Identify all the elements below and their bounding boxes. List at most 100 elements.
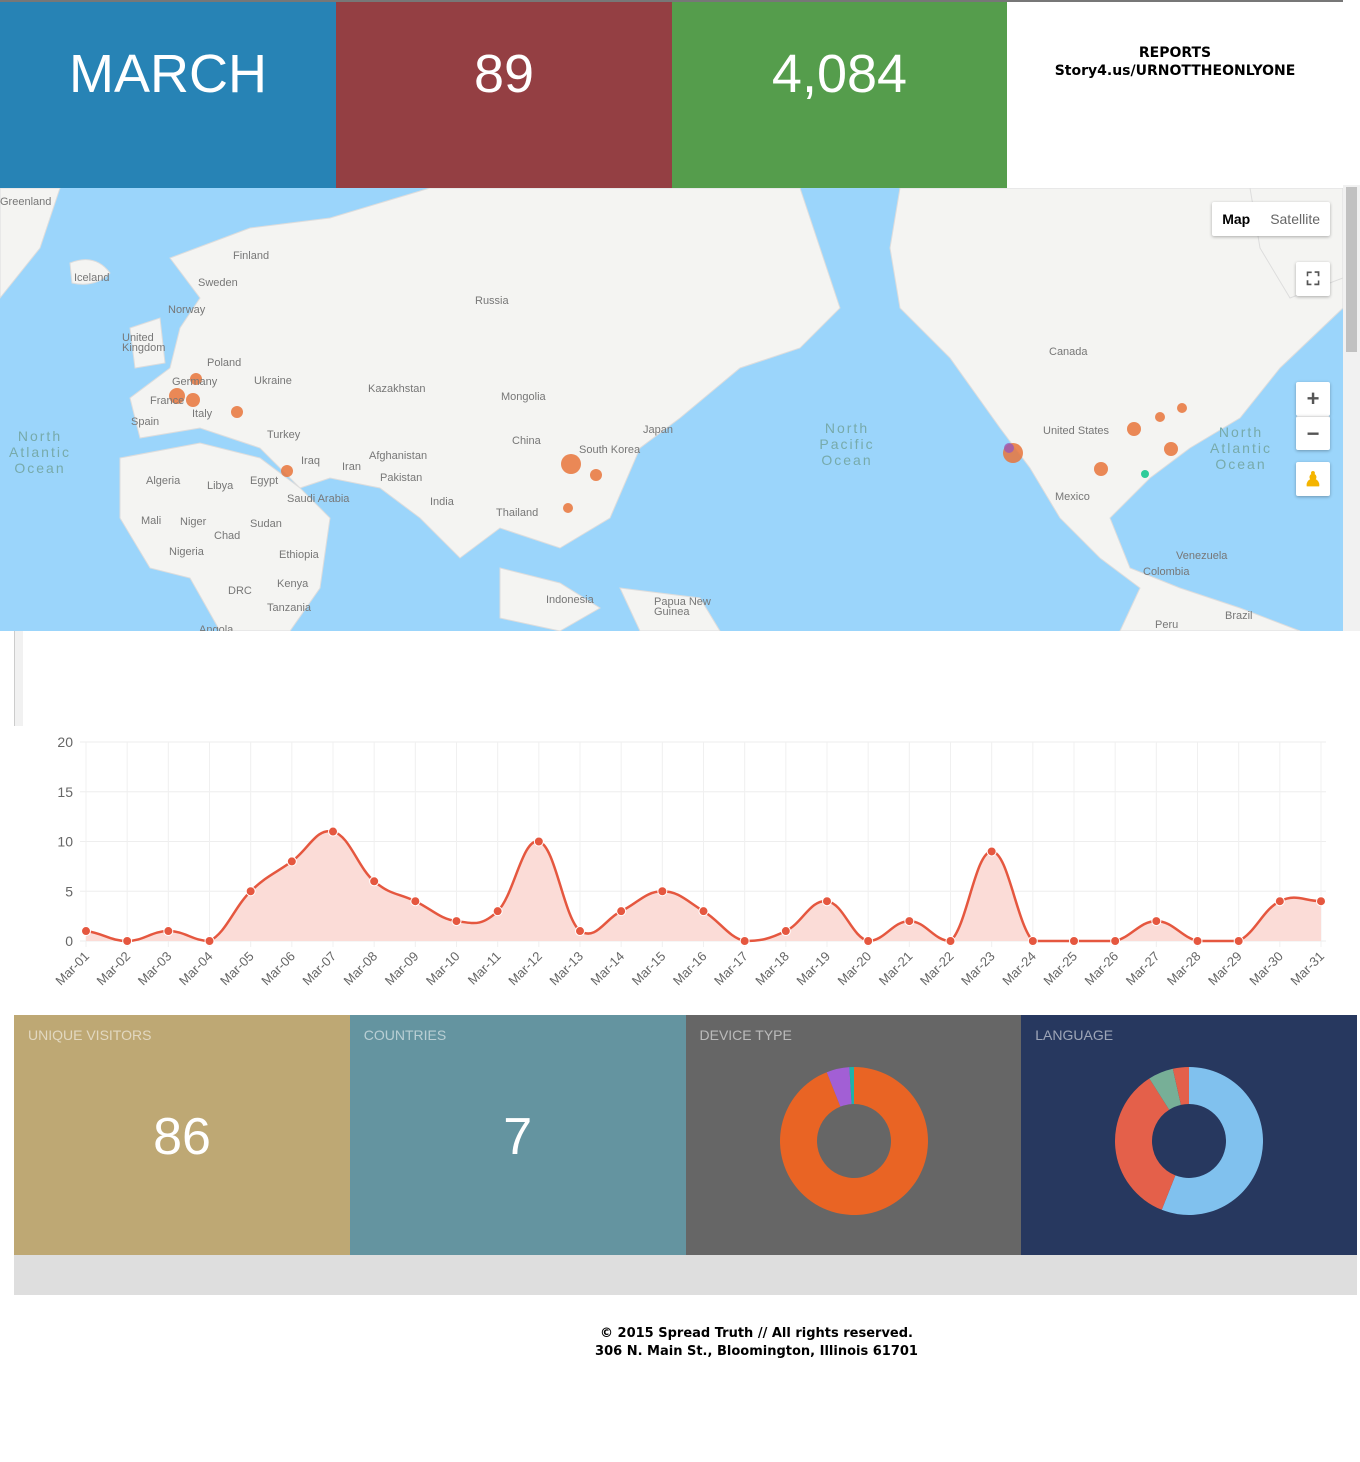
map-label: Iceland <box>74 272 110 284</box>
x-tick-label: Mar-24 <box>999 949 1039 989</box>
x-tick-label: Mar-23 <box>958 949 998 989</box>
map-label: Kazakhstan <box>368 383 426 395</box>
x-tick-label: Mar-14 <box>588 949 628 989</box>
map-label: Venezuela <box>1176 550 1228 562</box>
map-label: Japan <box>643 424 673 436</box>
map-label: Mongolia <box>501 391 546 403</box>
fullscreen-icon[interactable]: ⛶ <box>1296 262 1330 296</box>
data-point <box>81 926 91 937</box>
zoom-in-button[interactable]: + <box>1296 382 1330 416</box>
data-point <box>780 926 791 937</box>
visits-count: 89 <box>473 44 535 104</box>
x-tick-label: Mar-20 <box>835 949 875 989</box>
map-label: Thailand <box>496 507 539 519</box>
data-point <box>410 896 421 907</box>
stat-label: COUNTRIES <box>363 1027 447 1043</box>
map-label: Russia <box>475 295 509 307</box>
map-label: Sweden <box>198 277 238 289</box>
world-map[interactable]: Greenland Iceland Finland Sweden Norway Unite… <box>0 188 1343 631</box>
visits-tile: 89 <box>336 2 672 188</box>
stat-tile-countries: COUNTRIES 7 <box>349 1015 686 1255</box>
reports-title: REPORTS <box>1138 45 1212 61</box>
stat-label: UNIQUE VISITORS <box>28 1027 152 1043</box>
map-label: Iraq <box>301 455 320 467</box>
map-label: Finland <box>233 250 270 262</box>
x-tick-label: Mar-11 <box>465 949 504 988</box>
data-point <box>904 916 915 927</box>
map-label: Turkey <box>267 429 301 441</box>
x-tick-label: Mar-15 <box>629 949 669 989</box>
map-label: China <box>512 435 541 447</box>
area-fill <box>86 831 1321 941</box>
map-label: South Korea <box>579 444 641 456</box>
map-type-satellite[interactable]: Satellite <box>1270 211 1320 227</box>
reports-url[interactable]: Story4.us/URNOTTHEONLYONE <box>1054 63 1296 79</box>
footer-copyright: © 2015 Spread Truth // All rights reserv… <box>600 1326 913 1341</box>
map-label: Tanzania <box>267 602 312 614</box>
x-tick-label: Mar-27 <box>1123 949 1163 989</box>
views-tile: 4,084 <box>672 2 1007 188</box>
data-point <box>122 936 133 946</box>
data-point <box>1274 896 1285 907</box>
map-label: Spain <box>131 416 160 428</box>
data-point <box>822 896 832 907</box>
donut-slice[interactable] <box>779 1067 928 1215</box>
data-point <box>1192 936 1203 946</box>
map-type-map[interactable]: Map <box>1222 211 1251 227</box>
data-point <box>863 936 874 946</box>
x-tick-label: Mar-05 <box>217 949 257 989</box>
map-label: Chad <box>214 530 241 542</box>
data-point <box>204 936 215 946</box>
map-label: Canada <box>1049 346 1088 358</box>
x-tick-label: Mar-13 <box>546 949 586 989</box>
map-label: Brazil <box>1225 610 1253 622</box>
x-tick-label: Mar-31 <box>1287 949 1327 989</box>
data-point <box>1151 916 1162 927</box>
x-tick-label: Mar-08 <box>341 949 381 989</box>
x-tick-label: Mar-06 <box>258 949 298 989</box>
donut-slice[interactable] <box>1149 1068 1182 1110</box>
map-label: Iran <box>342 461 361 473</box>
ocean-label: North Atlantic Ocean <box>9 428 71 476</box>
donut-slice[interactable] <box>848 1067 854 1105</box>
ocean-label: North Pacific Ocean <box>819 420 875 468</box>
donut-slice[interactable] <box>1115 1078 1176 1210</box>
data-point <box>1233 936 1244 946</box>
map-label: Mali <box>141 515 162 527</box>
data-point <box>739 936 750 946</box>
map-label: Kenya <box>277 578 309 590</box>
data-point <box>1069 936 1079 946</box>
stat-tile-device-type: DEVICE TYPE <box>685 1015 1022 1255</box>
donut-slice[interactable] <box>826 1067 852 1107</box>
stat-tile-unique-visitors: UNIQUE VISITORS 86 <box>14 1015 350 1255</box>
donut-slice[interactable] <box>1162 1067 1264 1215</box>
y-tick-label: 5 <box>65 883 73 899</box>
grey-band <box>14 1255 1357 1295</box>
pegman-icon[interactable]: ♟ <box>1296 462 1330 496</box>
map-label: Papua New Guinea <box>654 596 711 618</box>
map-label: Colombia <box>1143 566 1190 578</box>
y-tick-label: 0 <box>65 933 73 949</box>
map-label: United Kingdom <box>122 332 166 354</box>
left-scrollbar[interactable] <box>14 631 23 726</box>
ocean-label: North Atlantic Ocean <box>1210 424 1272 472</box>
map-label: Libya <box>207 480 234 492</box>
map-scrollbar[interactable] <box>1343 185 1360 631</box>
x-tick-label: Mar-29 <box>1205 949 1245 989</box>
x-tick-label: Mar-28 <box>1164 949 1204 989</box>
scrollbar-thumb[interactable] <box>1346 187 1357 352</box>
map-label: Greenland <box>0 196 52 208</box>
map-label: Sudan <box>250 518 282 530</box>
x-tick-label: Mar-16 <box>670 949 710 989</box>
map-label: United States <box>1043 425 1110 437</box>
donut-slice[interactable] <box>1173 1067 1190 1105</box>
x-tick-label: Mar-30 <box>1246 949 1286 989</box>
data-point <box>451 916 462 927</box>
zoom-out-button[interactable]: − <box>1296 416 1330 450</box>
stat-label: DEVICE TYPE <box>699 1027 792 1043</box>
data-point <box>575 926 585 937</box>
map-type-control: Map Satellite <box>1212 202 1330 236</box>
map-label: Italy <box>192 408 213 420</box>
data-point <box>286 856 297 867</box>
